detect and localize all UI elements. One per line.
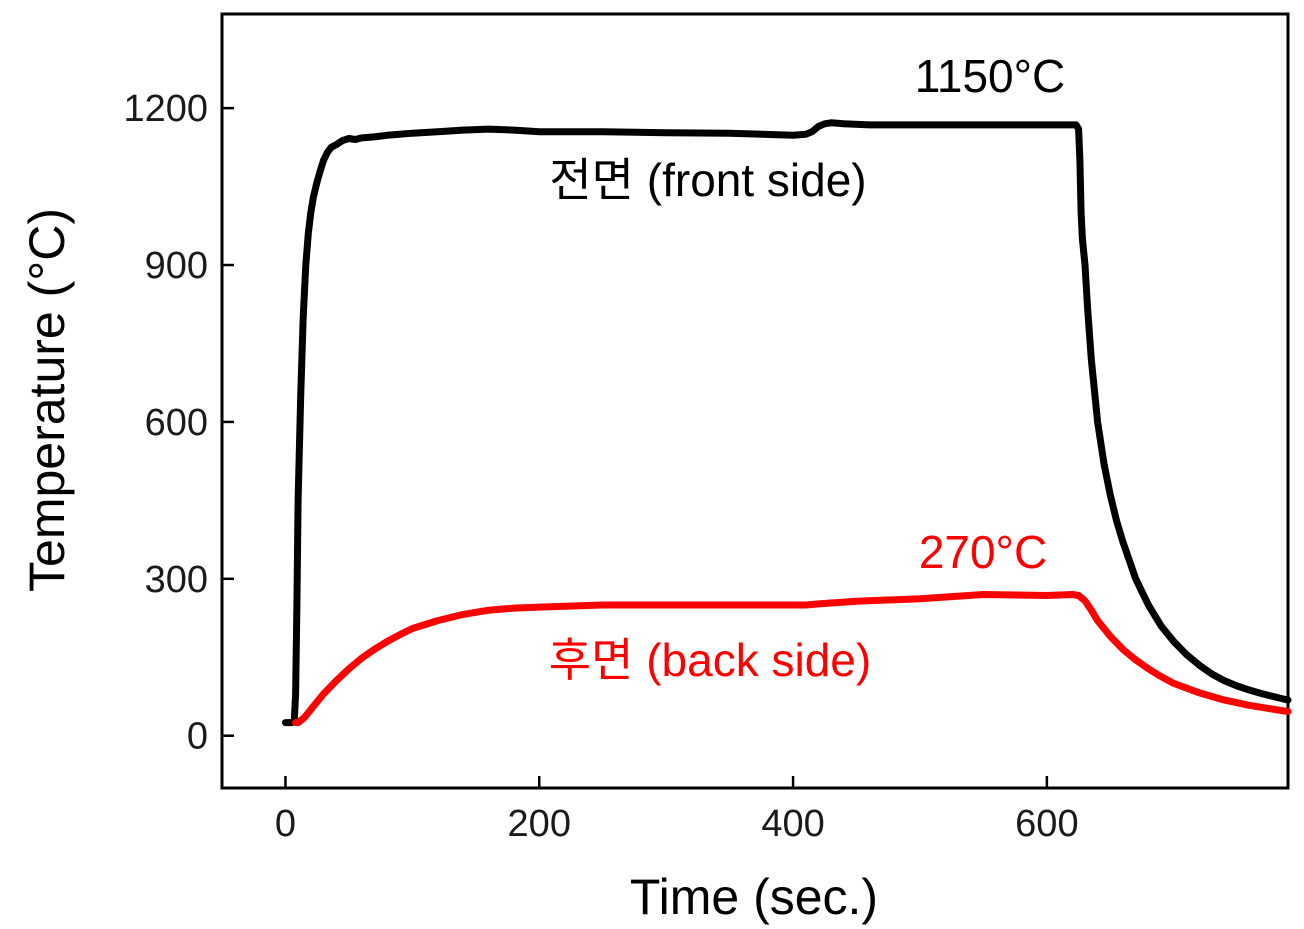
y-tick-label: 300 (145, 559, 208, 601)
x-axis-title: Time (sec.) (630, 869, 878, 925)
series-line-front (282, 119, 1292, 727)
y-tick-label: 0 (187, 716, 208, 758)
axis-ticks: 0 200 400 600 0 300 600 900 1200 (123, 88, 1078, 845)
plot-frame (220, 12, 1290, 790)
y-tick-label: 1200 (123, 88, 208, 130)
series-line-back (292, 591, 1292, 727)
x-tick-label: 400 (761, 803, 824, 845)
x-tick-label: 600 (1015, 803, 1078, 845)
annotation-front-peak: 1150°C (915, 50, 1066, 102)
x-tick-label: 0 (275, 803, 296, 845)
annotation-back-peak: 270°C (919, 526, 1047, 578)
annotation-back-side: 후면 (back side) (549, 634, 871, 686)
y-tick-label: 900 (145, 245, 208, 287)
data-series (282, 119, 1292, 727)
x-tick-label: 200 (508, 803, 571, 845)
y-axis-title: Temperature (°C) (19, 208, 75, 592)
y-tick-label: 600 (145, 402, 208, 444)
annotation-front-side: 전면 (front side) (549, 154, 866, 206)
